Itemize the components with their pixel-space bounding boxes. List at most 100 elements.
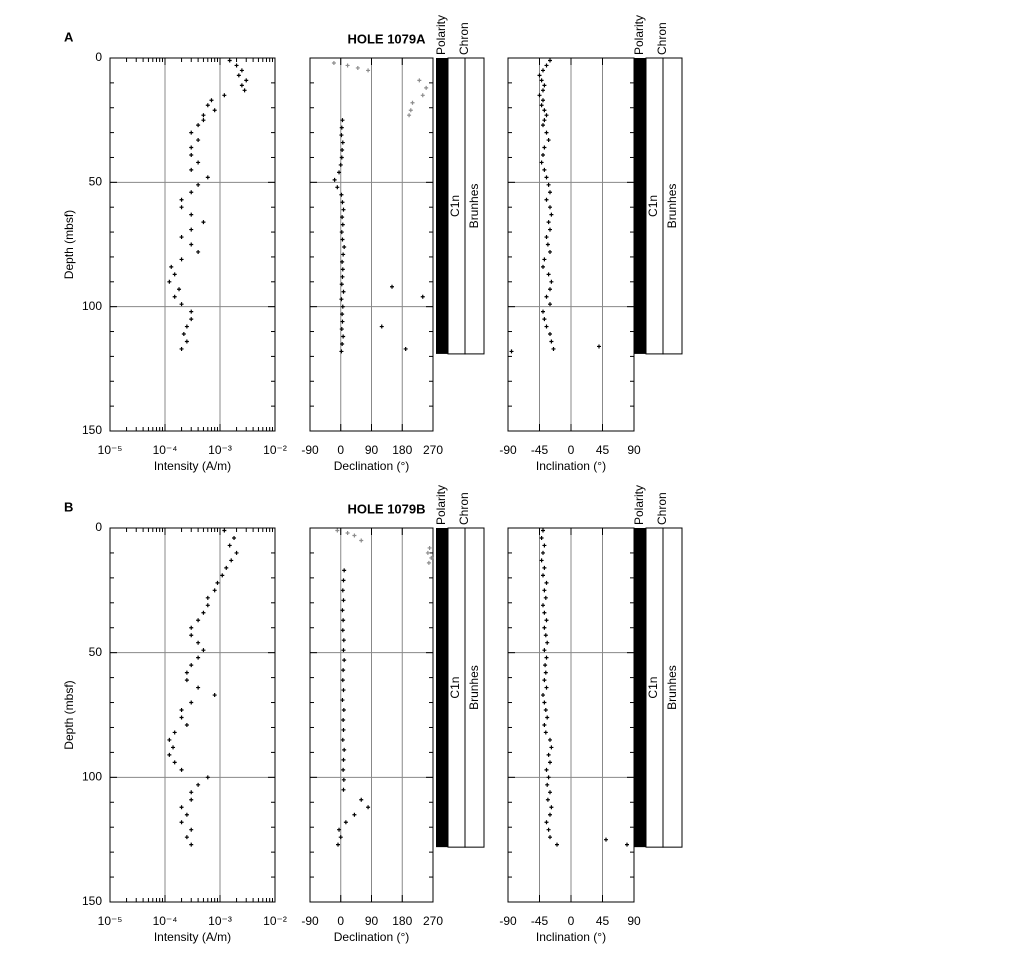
data-point (340, 698, 345, 703)
data-point (179, 715, 184, 720)
data-point (184, 835, 189, 840)
data-point (172, 760, 177, 765)
column-label: Chron (457, 492, 471, 525)
data-point (189, 167, 194, 172)
data-point (542, 257, 547, 262)
data-point (548, 205, 552, 210)
data-point (342, 747, 347, 752)
data-point (340, 678, 345, 683)
data-point (542, 588, 547, 593)
data-point (410, 100, 415, 105)
data-point (234, 550, 239, 555)
data-point (549, 339, 554, 344)
x-tick-label: 90 (365, 914, 379, 928)
y-tick-label: 50 (89, 645, 103, 659)
data-point (342, 658, 347, 663)
x-tick-label: 0 (337, 443, 344, 457)
data-point (189, 625, 194, 630)
data-point (341, 252, 346, 257)
data-point (544, 580, 549, 585)
data-point (340, 341, 345, 346)
data-point (341, 618, 346, 623)
data-point (542, 145, 547, 150)
data-point (544, 618, 549, 623)
data-point (548, 790, 552, 795)
data-point (167, 279, 172, 284)
data-point (352, 533, 357, 538)
x-tick-label: -90 (301, 914, 319, 928)
data-point (544, 324, 549, 329)
x-tick-label: 10⁻³ (208, 914, 232, 928)
x-tick-label: 90 (365, 443, 379, 457)
column-label: Polarity (434, 15, 448, 55)
epoch-label: Brunhes (665, 184, 679, 229)
data-point (604, 837, 608, 842)
data-point (340, 148, 345, 153)
data-point (338, 835, 343, 840)
x-axis-label: Inclination (°) (536, 930, 606, 944)
data-point (196, 618, 201, 623)
data-point (539, 103, 544, 108)
epoch-label: Brunhes (467, 665, 481, 710)
x-tick-label: 10⁻³ (208, 443, 232, 457)
data-point (184, 324, 189, 329)
data-point (541, 88, 545, 93)
data-point (340, 608, 345, 613)
epoch-box (662, 57, 683, 355)
data-point (541, 309, 545, 314)
data-point (546, 182, 551, 187)
x-tick-label: 45 (596, 443, 610, 457)
data-point (543, 708, 548, 713)
data-point (352, 812, 357, 817)
data-point (244, 78, 249, 83)
data-point (427, 545, 432, 550)
data-point (542, 83, 547, 88)
data-point (541, 573, 545, 578)
data-point (337, 827, 342, 832)
data-point (541, 528, 545, 533)
data-point (546, 272, 551, 277)
data-point (335, 528, 340, 533)
data-point (548, 737, 552, 742)
data-point (549, 805, 554, 810)
x-tick-label: 180 (392, 914, 412, 928)
data-point (196, 123, 201, 128)
data-point (167, 752, 172, 757)
data-point (179, 346, 184, 351)
data-point (541, 264, 545, 269)
panel-title: HOLE 1079B (347, 501, 425, 516)
chron-label: C1n (646, 195, 660, 217)
x-tick-label: 10⁻⁴ (153, 914, 178, 928)
data-point (340, 588, 345, 593)
data-point (544, 767, 549, 772)
data-point (341, 757, 346, 762)
x-axis-label: Declination (°) (334, 459, 410, 473)
data-point (196, 655, 201, 660)
data-point (543, 663, 548, 668)
data-point (542, 648, 547, 653)
data-point (545, 797, 550, 802)
data-point (541, 550, 545, 555)
data-point (181, 332, 186, 337)
data-point (340, 267, 345, 272)
panel-label: A (64, 29, 74, 44)
data-point (539, 78, 544, 83)
data-point (215, 580, 220, 585)
data-point (189, 190, 194, 195)
plot-frame (309, 527, 434, 903)
data-point (542, 722, 547, 727)
data-point (227, 543, 232, 548)
data-point (537, 93, 542, 98)
y-tick-label: 150 (82, 423, 102, 437)
x-tick-label: 45 (596, 914, 610, 928)
data-point (209, 98, 214, 103)
data-point (341, 708, 346, 713)
x-tick-label: 0 (568, 443, 575, 457)
data-point (546, 220, 551, 225)
data-point (546, 827, 551, 832)
data-point (342, 568, 347, 573)
data-point (196, 249, 201, 254)
data-point (189, 152, 194, 157)
data-point (341, 777, 346, 782)
data-point (341, 289, 346, 294)
